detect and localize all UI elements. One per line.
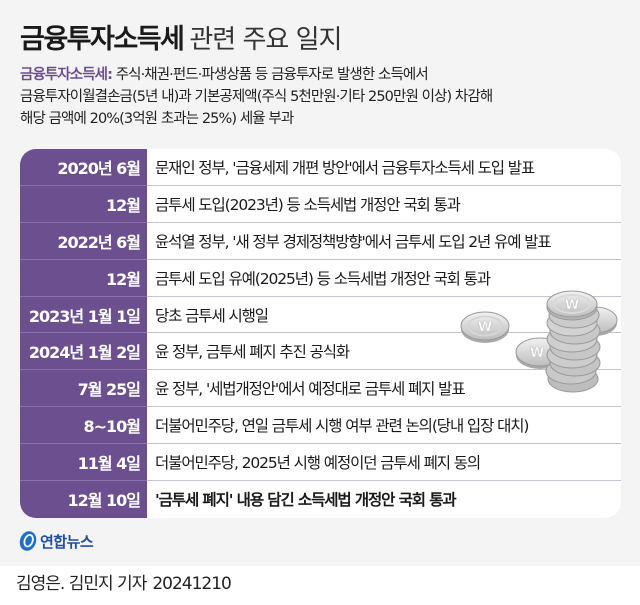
timeline-row: 12월 금투세 도입 유예(2025년) 등 소득세법 개정안 국회 통과 xyxy=(20,259,621,297)
timeline-event: 더불어민주당, 연일 금투세 시행 여부 관련 논의(당내 입장 대치) xyxy=(155,417,529,436)
definition-line-3: 해당 금액에 20%(3억원 초과는 25%) 세율 부과 xyxy=(20,111,294,127)
timeline-row: 2020년 6월 문재인 정부, '금융세제 개편 방안'에서 금융투자소득세 도… xyxy=(20,149,621,186)
timeline-date: 11월 4일 xyxy=(20,444,147,482)
timeline-date: 7월 25일 xyxy=(20,370,147,408)
title-main: 금융투자소득세 xyxy=(20,24,185,55)
timeline-event: 윤 정부, 금투세 폐지 추진 공식화 xyxy=(155,343,350,362)
timeline-date: 12월 xyxy=(20,185,147,223)
yonhap-logo-text: 연합뉴스 xyxy=(40,532,94,551)
infographic-panel: 금융투자소득세 관련 주요 일지 금융투자소득세: 주식·채권·펀드·파생상품 … xyxy=(0,0,640,566)
timeline-row: 12월 금투세 도입(2023년) 등 소득세법 개정안 국회 통과 xyxy=(20,185,621,223)
yonhap-logo: 연합뉴스 xyxy=(18,530,94,552)
timeline-row: 8~10월 더불어민주당, 연일 금투세 시행 여부 관련 논의(당내 입장 대치… xyxy=(20,407,621,445)
byline-date: 20241210 xyxy=(152,574,232,594)
yonhap-logo-icon xyxy=(19,531,37,551)
page-title: 금융투자소득세 관련 주요 일지 xyxy=(20,17,342,56)
timeline-date: 8~10월 xyxy=(20,407,147,445)
byline: 김영은. 김민지 기자 20241210 xyxy=(16,569,232,594)
timeline-row: 2024년 1월 2일 윤 정부, 금투세 폐지 추진 공식화 xyxy=(20,333,621,371)
byline-credit: 김영은. 김민지 기자 xyxy=(16,574,147,594)
timeline-row: 2023년 1월 1일 당초 금투세 시행일 xyxy=(20,296,621,334)
timeline-event: 문재인 정부, '금융세제 개편 방안'에서 금융투자소득세 도입 발표 xyxy=(155,158,535,177)
timeline-row: 11월 4일 더불어민주당, 2025년 시행 예정이던 금투세 폐지 동의 xyxy=(20,444,621,482)
definition-term: 금융투자소득세: xyxy=(20,67,113,83)
timeline-event: 더불어민주당, 2025년 시행 예정이던 금투세 폐지 동의 xyxy=(155,454,481,473)
timeline-table: 2020년 6월 문재인 정부, '금융세제 개편 방안'에서 금융투자소득세 도… xyxy=(20,149,621,518)
timeline-event: 윤석열 정부, '새 정부 경제정책방향'에서 금투세 도입 2년 유예 발표 xyxy=(155,232,552,251)
timeline-date: 12월 10일 xyxy=(20,481,147,518)
definition-line-1-rest: 주식·채권·펀드·파생상품 등 금융투자로 발생한 소득에서 xyxy=(111,67,429,83)
timeline-event: 금투세 도입(2023년) 등 소득세법 개정안 국회 통과 xyxy=(155,195,461,214)
definition-text: 금융투자소득세: 주식·채권·펀드·파생상품 등 금융투자로 발생한 소득에서 … xyxy=(20,64,630,130)
timeline-row: 7월 25일 윤 정부, '세법개정안'에서 예정대로 금투세 폐지 발표 xyxy=(20,370,621,408)
timeline-row: 2022년 6월 윤석열 정부, '새 정부 경제정책방향'에서 금투세 도입 2… xyxy=(20,222,621,260)
definition-line-1: 금융투자소득세: 주식·채권·펀드·파생상품 등 금융투자로 발생한 소득에서 xyxy=(20,64,630,86)
timeline-row: 12월 10일 '금투세 폐지' 내용 담긴 소득세법 개정안 국회 통과 xyxy=(20,481,621,518)
timeline-date: 2022년 6월 xyxy=(20,222,147,260)
timeline-event: 윤 정부, '세법개정안'에서 예정대로 금투세 폐지 발표 xyxy=(155,380,466,399)
timeline-date: 2020년 6월 xyxy=(20,149,147,186)
timeline-date: 12월 xyxy=(20,259,147,297)
title-sub: 관련 주요 일지 xyxy=(189,25,342,55)
timeline-event: 금투세 도입 유예(2025년) 등 소득세법 개정안 국회 통과 xyxy=(155,269,491,288)
timeline-event: 당초 금투세 시행일 xyxy=(155,306,269,325)
timeline-event: '금투세 폐지' 내용 담긴 소득세법 개정안 국회 통과 xyxy=(155,491,457,510)
definition-line-2: 금융투자이월결손금(5년 내)과 기본공제액(주식 5천만원·기타 250만원 … xyxy=(20,89,493,105)
timeline-date: 2024년 1월 2일 xyxy=(20,333,147,371)
timeline-date: 2023년 1월 1일 xyxy=(20,296,147,334)
